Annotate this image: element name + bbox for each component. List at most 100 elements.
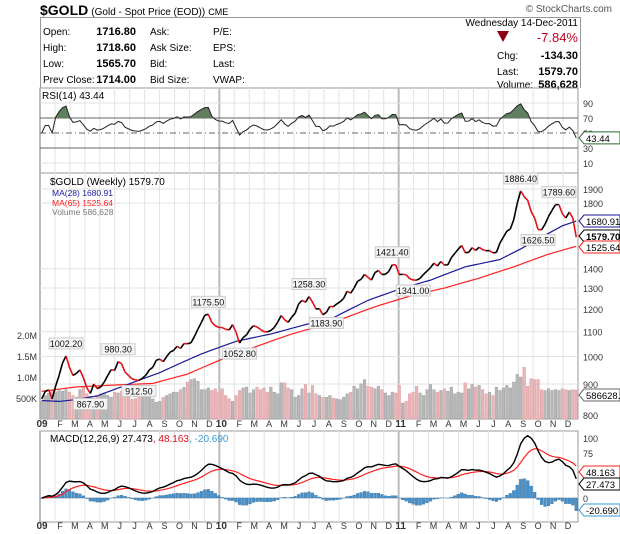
volume-bar (435, 391, 439, 420)
macd-histogram-bar (189, 493, 193, 499)
annotation-label: 1341.00 (397, 286, 430, 296)
macd-histogram-bar (512, 490, 516, 499)
ma28-value-tag: 1680.91 (586, 217, 620, 228)
volume-bar (182, 386, 186, 420)
price-segment (106, 369, 112, 377)
month-label: A (87, 419, 93, 429)
volume-bar (383, 392, 387, 420)
volume-bar (439, 390, 443, 420)
macd-value-tag: 27.473 (586, 480, 615, 491)
volume-bar (168, 393, 172, 420)
macd-histogram-bar (116, 495, 120, 499)
price-segment (506, 228, 511, 232)
price-tick-label: 900 (583, 380, 598, 390)
volume-bar (349, 391, 353, 420)
macd-histogram-bar (421, 497, 426, 505)
month-label: D (565, 521, 572, 531)
price-segment (530, 211, 536, 219)
month-label: A (87, 521, 93, 531)
price-segment (141, 374, 147, 379)
volume-bar (543, 390, 547, 420)
macd-histogram-bar (571, 497, 575, 506)
month-label: J (476, 419, 481, 429)
volume-bar (224, 395, 228, 420)
annotation-label: 1421.40 (376, 248, 409, 258)
price-segment (489, 250, 494, 254)
month-label: J (117, 521, 122, 531)
macd-histogram-bar (331, 497, 335, 501)
brand-logo[interactable]: © StockCharts.com (525, 4, 612, 15)
macd-histogram-bar (533, 491, 537, 499)
month-label: M (101, 419, 109, 429)
macd-histogram-bar (290, 497, 294, 499)
price-segment (270, 326, 275, 332)
volume-bar (484, 393, 488, 420)
price-segment (86, 387, 92, 394)
price-segment (82, 377, 88, 389)
volume-tick-label: 500K (16, 394, 37, 404)
price-segment (440, 260, 445, 266)
volume-bar (515, 374, 519, 420)
price-segment (138, 377, 143, 382)
volume-bar (342, 396, 346, 420)
volume-bar (272, 391, 276, 420)
volume-bar (147, 395, 151, 420)
month-label: S (341, 419, 347, 429)
macd-histogram-bar (338, 497, 342, 500)
month-label: M (430, 521, 438, 531)
macd-histogram-bar (71, 491, 75, 499)
macd-histogram-bar (536, 497, 540, 500)
macd-histogram-bar (92, 497, 96, 502)
price-segment (259, 328, 265, 333)
down-arrow-icon (497, 31, 509, 42)
volume-bar (151, 398, 155, 420)
macd-histogram-bar (359, 492, 363, 499)
price-segment (370, 272, 376, 281)
macd-histogram-bar (244, 497, 249, 506)
price-segment (561, 213, 567, 219)
prev-close-label: Prev Close: (43, 75, 95, 86)
volume-bar (376, 386, 380, 420)
month-label: A (505, 521, 511, 531)
macd-histogram-bar (64, 488, 68, 499)
annotation-box (222, 347, 258, 360)
price-segment (280, 315, 286, 321)
volume-bar (557, 390, 561, 420)
volume-bar (456, 391, 460, 420)
volume-bar (356, 388, 360, 420)
price-segment (523, 196, 529, 201)
rsi-value-tag-box (578, 131, 620, 145)
month-label: J (476, 521, 481, 531)
price-tick-label: 1000 (583, 353, 603, 363)
volume-bar (133, 398, 137, 420)
volume-bar (460, 392, 464, 420)
price-segment (100, 381, 105, 388)
price-segment (200, 314, 206, 323)
macd-legend-signal: , 48.163 (153, 434, 190, 445)
macd-histogram-bar (480, 497, 485, 499)
macd-histogram-bar (88, 497, 92, 502)
month-label: M (71, 419, 79, 429)
macd-tick-label: 100 (583, 434, 598, 444)
price-segment (419, 273, 425, 279)
month-label: N (550, 419, 557, 429)
price-segment (384, 270, 390, 275)
price-legend: $GOLD (Weekly) 1579.70 (50, 177, 165, 188)
volume-tick-label: 1.5M (17, 352, 37, 362)
macd-histogram-bar (335, 497, 339, 500)
volume-bar (248, 392, 252, 420)
price-segment (214, 325, 220, 329)
macd-histogram-bar (425, 497, 429, 503)
macd-histogram-bar (172, 493, 176, 499)
volume-bar (425, 389, 429, 420)
volume-bar (57, 390, 61, 420)
volume-bar (61, 391, 65, 420)
price-segment (520, 190, 525, 198)
volume-bar (109, 396, 113, 420)
macd-histogram-bar (213, 493, 217, 499)
macd-histogram-bar (140, 497, 144, 501)
month-label: J (132, 521, 137, 531)
price-segment (72, 372, 77, 377)
price-segment (426, 267, 432, 272)
